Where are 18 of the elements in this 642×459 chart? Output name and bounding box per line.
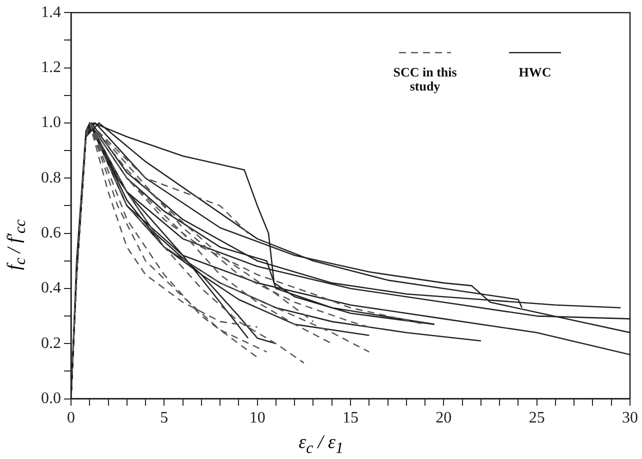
y-tick-label: 0.4 <box>41 280 61 297</box>
x-tick-label: 20 <box>436 410 452 427</box>
x-tick-label: 25 <box>528 410 545 427</box>
legend-label: SCC in this study <box>393 64 457 94</box>
x-tick-label: 15 <box>342 410 358 427</box>
y-tick-label: 1.2 <box>41 58 61 76</box>
x-tick-label: 0 <box>67 410 75 427</box>
y-tick-label: 0.2 <box>41 334 61 352</box>
y-tick-label: 1.4 <box>41 4 61 21</box>
x-tick-label: 10 <box>249 410 266 427</box>
x-tick-label: 30 <box>622 410 638 427</box>
legend-label: HWC <box>518 64 552 80</box>
y-tick-label: 0.8 <box>41 169 61 186</box>
x-tick-label: 5 <box>160 410 168 427</box>
y-tick-label: 0.0 <box>41 390 61 408</box>
x-axis-title: ε$_{c}$ / ε$_{1}$ <box>298 432 344 458</box>
y-tick-label: 1.0 <box>41 114 61 132</box>
y-tick-label: 0.6 <box>41 224 61 242</box>
